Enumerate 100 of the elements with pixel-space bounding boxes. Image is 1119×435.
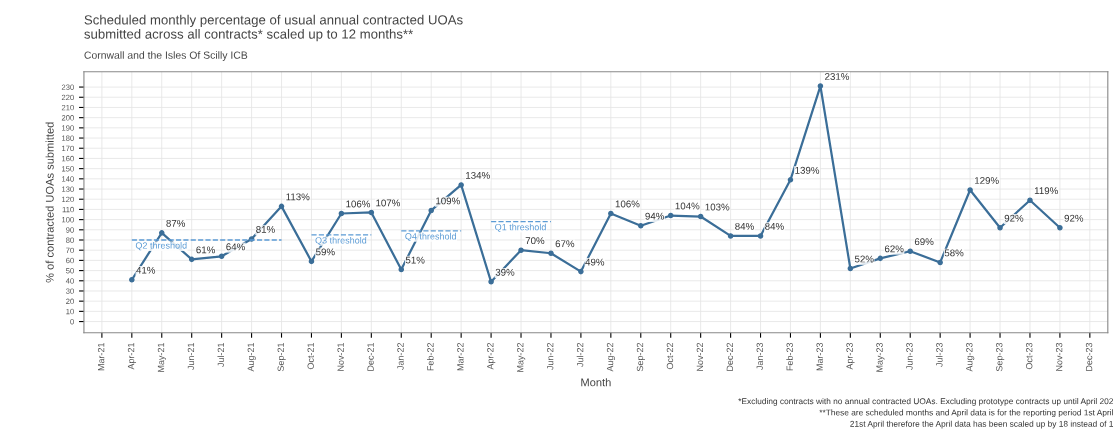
point: [458, 182, 464, 188]
point: [398, 266, 405, 273]
point: [847, 265, 854, 272]
x-tick-label: Jan-23: [756, 342, 763, 370]
point: [1027, 197, 1033, 204]
x-tick-label: Feb-22: [427, 342, 434, 371]
x-tick-label: Feb-23: [786, 342, 793, 371]
point: [608, 210, 614, 217]
x-tick-label: Apr-23: [846, 342, 855, 370]
x-tick-label: Oct-21: [307, 342, 314, 370]
point: [129, 276, 135, 283]
point: [158, 230, 165, 236]
point: [727, 233, 734, 239]
point: [637, 222, 644, 229]
data-label: 107%: [376, 199, 401, 207]
x-tick-label: Mar-23: [816, 342, 823, 371]
data-label: 87%: [166, 219, 186, 227]
x-tick-label: Apr-21: [127, 342, 137, 370]
data-label: 51%: [405, 256, 425, 264]
data-label: 84%: [765, 222, 784, 230]
data-label: 58%: [944, 249, 964, 257]
data-label: 106%: [615, 200, 640, 208]
data-label: 92%: [1004, 214, 1024, 222]
point: [907, 248, 913, 254]
point: [997, 224, 1003, 231]
x-tick-label: Jun-22: [546, 342, 554, 370]
point: [697, 213, 704, 220]
x-tick-label: Sep-22: [636, 342, 645, 372]
x-tick-label: Oct-22: [666, 342, 674, 370]
data-label: 94%: [645, 212, 665, 220]
x-tick-label: Apr-22: [487, 342, 496, 370]
x-tick-label: May-23: [876, 342, 885, 372]
point: [338, 210, 345, 217]
x-tick-label: May-21: [157, 342, 166, 372]
data-label: 52%: [854, 255, 874, 263]
data-label: 67%: [555, 240, 575, 248]
data-label: 62%: [884, 245, 904, 253]
data-label: 70%: [525, 237, 545, 245]
data-label: 134%: [466, 171, 490, 179]
x-tick-label: Dec-23: [1085, 342, 1093, 371]
x-tick-label: Jun-23: [906, 342, 913, 370]
series-label: Q3 threshold: [315, 236, 367, 246]
data-label: 41%: [136, 266, 156, 274]
x-tick-label: Jul-23: [935, 342, 943, 367]
text: *Excluding contracts with no annual contracted UOAs. Excluding prototype contracts up until April 202: [738, 398, 1114, 406]
point: [967, 187, 973, 193]
data-label: 49%: [585, 258, 605, 266]
data-label: 81%: [256, 226, 275, 233]
text: **These are scheduled months and April data is for the reporting period 1st April: [819, 409, 1113, 418]
point: [877, 255, 884, 262]
data-label: 59%: [316, 248, 335, 256]
x-tick-label: Jul-21: [217, 342, 225, 367]
data-label: 106%: [346, 200, 371, 208]
point: [308, 258, 315, 265]
data-label: 92%: [1064, 214, 1084, 222]
data-label: 69%: [914, 238, 934, 246]
x-tick-label: Nov-22: [696, 342, 704, 371]
point: [218, 253, 225, 260]
x-tick-label: Jan-22: [397, 342, 404, 370]
data-label: 104%: [675, 202, 700, 210]
x-tick-label: May-22: [517, 342, 526, 372]
x-tick-label: Mar-21: [97, 342, 105, 371]
point: [937, 259, 943, 266]
chart-title: Scheduled monthly percentage of usual annual contracted UOAs submitted across all contracts* scaled up to 12 months**: [84, 14, 463, 42]
point: [787, 177, 794, 183]
text: 21st April therefore the April data has been scaled up by 18 instead of 1: [850, 420, 1114, 429]
data-label: 129%: [975, 177, 999, 184]
point: [667, 212, 674, 219]
x-tick-label: Dec-22: [726, 342, 734, 371]
x-tick-label: Jun-21: [187, 342, 195, 370]
data-label: 139%: [795, 166, 820, 174]
y-axis-title: % of contracted UOAs submitted: [45, 122, 54, 283]
x-tick-label: Mar-22: [457, 342, 464, 371]
x-tick-label: Aug-22: [606, 342, 616, 372]
point: [548, 250, 554, 257]
data-label: 39%: [495, 268, 515, 276]
point: [488, 279, 494, 285]
point: [428, 207, 434, 214]
series-label: Q2 threshold: [135, 242, 187, 251]
series-label: Q4 threshold: [405, 232, 456, 242]
point: [368, 209, 375, 216]
x-tick-label: Nov-23: [1055, 342, 1063, 371]
point: [578, 268, 584, 275]
x-tick-label: Aug-21: [247, 342, 256, 372]
point: [817, 83, 824, 89]
point: [518, 247, 524, 253]
point: [757, 233, 764, 239]
x-tick-label: Aug-23: [966, 342, 975, 372]
data-label: 119%: [1034, 187, 1058, 195]
series-label: Q1 threshold: [495, 223, 546, 232]
point: [188, 256, 195, 263]
data-label: 113%: [286, 193, 310, 201]
x-tick-label: Jul-22: [576, 342, 584, 367]
data-label: 103%: [705, 203, 730, 211]
data-label: 109%: [436, 197, 460, 205]
point: [1057, 224, 1063, 231]
data-label: 231%: [825, 73, 850, 80]
point: [278, 203, 285, 210]
x-tick-label: Oct-23: [1026, 342, 1033, 370]
data-label: 84%: [735, 222, 754, 230]
